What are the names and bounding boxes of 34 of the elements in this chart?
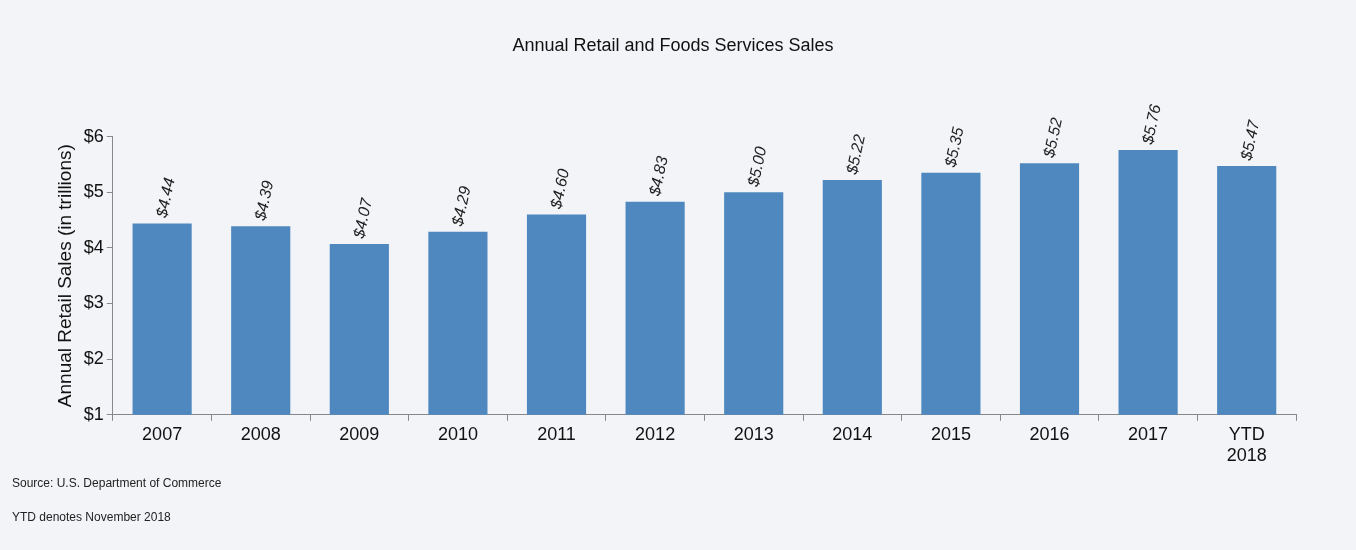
data-label: $4.44 (152, 176, 178, 220)
data-label: $4.83 (645, 154, 671, 199)
x-tick-label: 2012 (635, 423, 676, 444)
x-tick-label: 2013 (733, 423, 774, 444)
data-label: $4.29 (448, 184, 474, 229)
data-label: $4.07 (349, 195, 376, 241)
data-label: $4.39 (251, 178, 277, 223)
y-tick-label: $4 (83, 236, 104, 257)
y-tick-label: $3 (83, 292, 104, 313)
x-tick-label: 2008 (240, 423, 281, 444)
data-label: $5.35 (941, 125, 967, 170)
x-tick-label: 2010 (437, 423, 478, 444)
x-tick-label: 2011 (537, 423, 576, 444)
text: YTD denotes November 2018 (12, 510, 171, 524)
x-tick-label: YTD 2018 (1226, 423, 1267, 466)
data-label: $5.52 (1039, 116, 1066, 160)
data-label: $4.60 (546, 167, 573, 212)
data-label: $5.76 (1138, 102, 1164, 147)
y-tick-label: $6 (83, 125, 104, 146)
data-label: $5.22 (842, 132, 868, 177)
y-axis-title: Annual Retail Sales (in trillions) (53, 144, 75, 408)
y-tick-label: $1 (83, 403, 104, 424)
x-tick-label: 2007 (142, 423, 183, 444)
x-tick-label: 2016 (1029, 423, 1070, 444)
x-tick-label: 2017 (1128, 423, 1169, 444)
y-tick-label: $5 (83, 181, 104, 202)
source-note: Source: U.S. Department of Commerce (12, 476, 222, 490)
x-tick-label: 2009 (339, 423, 380, 444)
data-label: $5.00 (744, 144, 770, 189)
x-tick-label: 2014 (832, 423, 873, 444)
chart-title: Annual Retail and Foods Services Sales (512, 34, 834, 55)
data-label: $5.47 (1237, 117, 1263, 163)
y-tick-label: $2 (83, 348, 104, 369)
x-tick-label: 2015 (930, 423, 971, 444)
